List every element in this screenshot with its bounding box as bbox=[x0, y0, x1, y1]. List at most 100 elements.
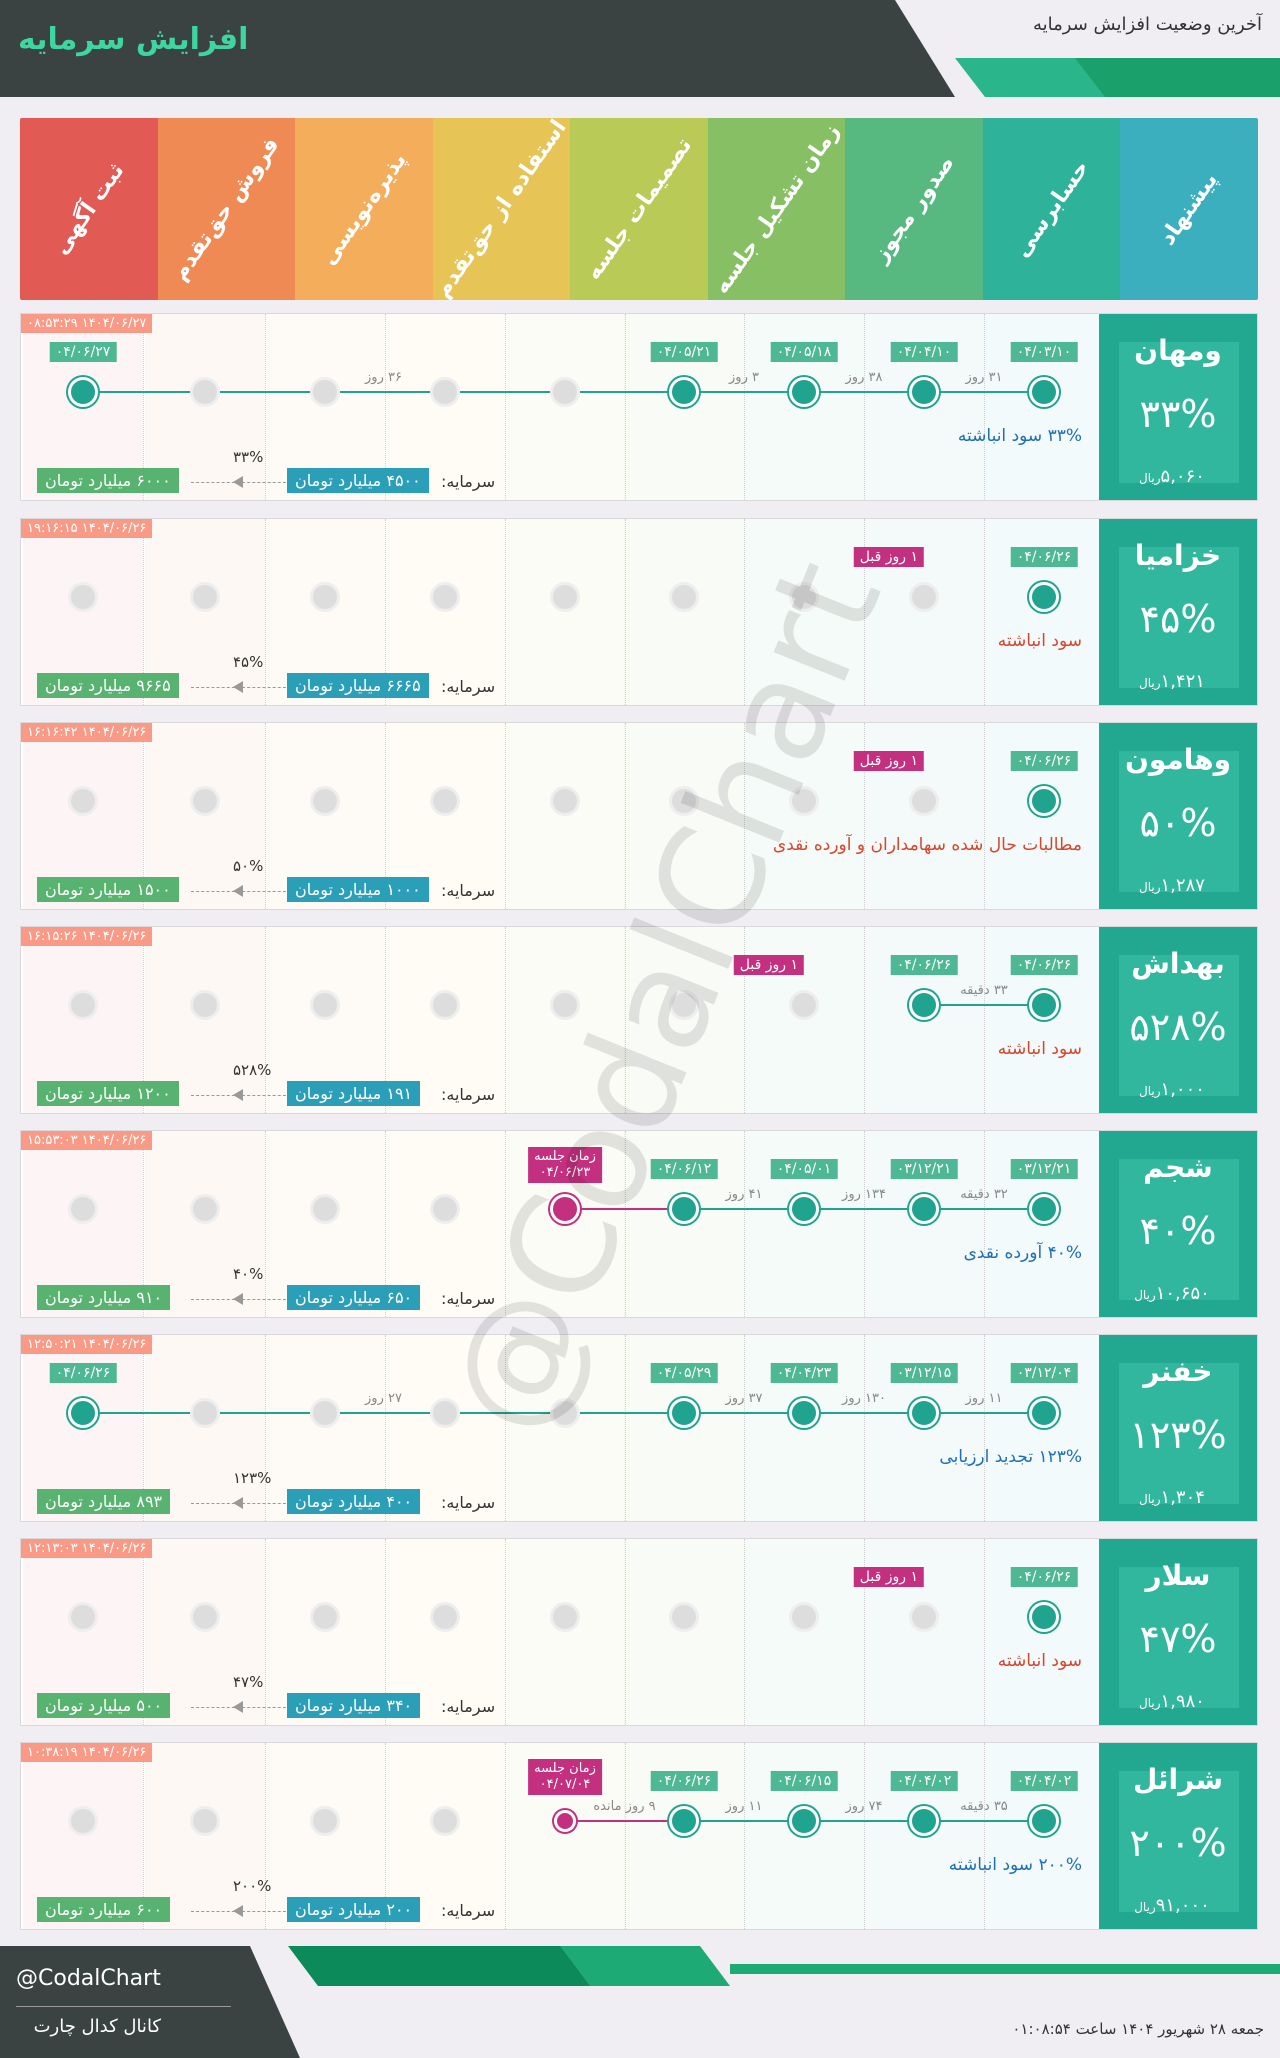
stage-dot bbox=[430, 582, 460, 612]
price-currency: ریال bbox=[1139, 1084, 1161, 1098]
stage-label: فروش حق‌تقدم bbox=[167, 132, 285, 286]
price-value: ۱۰,۶۵۰ bbox=[1155, 1283, 1210, 1304]
stock-side-panel[interactable]: ومهان ۳۳% ۵,۰۶۰ریال bbox=[1099, 314, 1257, 500]
price-currency: ریال bbox=[1139, 1696, 1161, 1710]
capital-label: سرمایه: bbox=[441, 1901, 496, 1920]
stock-name[interactable]: شجم bbox=[1143, 1151, 1213, 1184]
stage-dot bbox=[430, 377, 460, 407]
timeline-line bbox=[924, 1004, 1044, 1006]
stock-side-panel[interactable]: شرائل ۲۰۰% ۹۱,۰۰۰ریال bbox=[1099, 1743, 1257, 1929]
capital-new: ۱۲۰۰ میلیارد تومان bbox=[37, 1081, 179, 1106]
stock-name[interactable]: سلار bbox=[1145, 1559, 1211, 1592]
stage-dot bbox=[909, 1194, 939, 1224]
increase-percent: ۴۰% bbox=[1139, 1209, 1217, 1253]
stock-name[interactable]: بهداش bbox=[1131, 947, 1225, 980]
column-divider bbox=[385, 314, 386, 500]
page-title: افزایش سرمایه bbox=[18, 22, 249, 57]
top-bar: افزایش سرمایه آخرین وضعیت افزایش سرمایه bbox=[0, 0, 1280, 97]
stage-header: پیشنهاد حسابرسی صدور مجوز زمان تشکیل جلسه تص… bbox=[20, 118, 1258, 300]
column-divider bbox=[984, 1743, 985, 1929]
column-divider bbox=[625, 1335, 626, 1521]
stage-dot bbox=[550, 582, 580, 612]
arrow-head bbox=[233, 1089, 243, 1101]
date-label: ۰۳/۱۲/۰۴ bbox=[1010, 1363, 1078, 1383]
stage-dot bbox=[909, 377, 939, 407]
stock-side-panel[interactable]: سلار ۴۷% ۱,۹۸۰ریال bbox=[1099, 1539, 1257, 1725]
stock-side-panel[interactable]: شجم ۴۰% ۱۰,۶۵۰ریال bbox=[1099, 1131, 1257, 1317]
stock-name[interactable]: ومهان bbox=[1134, 334, 1222, 367]
footer-handle: @CodalChart bbox=[16, 1966, 161, 1991]
stage-dot bbox=[789, 1194, 819, 1224]
date-label: ۰۴/۰۴/۰۲ bbox=[890, 1771, 958, 1791]
stock-side-panel[interactable]: وهامون ۵۰% ۱,۲۸۷ریال bbox=[1099, 723, 1257, 909]
column-divider bbox=[143, 723, 144, 909]
column-divider bbox=[625, 723, 626, 909]
stage-dot bbox=[190, 1806, 220, 1836]
date-label: ۰۴/۰۴/۰۲ bbox=[1010, 1771, 1078, 1791]
capital-new: ۶۰۰۰ میلیارد تومان bbox=[37, 468, 179, 493]
stage-2: صدور مجوز bbox=[845, 118, 983, 300]
growth-percent: ۴۵% bbox=[233, 653, 264, 671]
column-divider bbox=[505, 723, 506, 909]
increase-percent: ۵۰% bbox=[1139, 801, 1217, 845]
gap-label: ۴۱ روز bbox=[725, 1187, 763, 1202]
stage-column bbox=[505, 314, 625, 500]
column-divider bbox=[864, 1335, 865, 1521]
increase-percent: ۵۲۸% bbox=[1129, 1005, 1227, 1049]
side-inner bbox=[1119, 955, 1239, 1096]
stage-column bbox=[624, 927, 744, 1113]
days-ago-badge: ۱ روز قبل bbox=[853, 547, 924, 567]
stage-column bbox=[505, 723, 625, 909]
column-divider bbox=[744, 927, 745, 1113]
price-currency: ریال bbox=[1139, 1492, 1161, 1506]
stock-name[interactable]: خفنر bbox=[1143, 1355, 1213, 1388]
footer-divider bbox=[16, 2006, 231, 2007]
stock-name[interactable]: شرائل bbox=[1132, 1763, 1224, 1796]
stage-label: پذیره‌نویسی bbox=[316, 148, 412, 270]
stage-dot bbox=[190, 377, 220, 407]
date-label: ۰۳/۱۲/۲۱ bbox=[890, 1159, 958, 1179]
stock-name[interactable]: خزامیا bbox=[1134, 539, 1222, 572]
column-divider bbox=[143, 927, 144, 1113]
price: ۱۰,۶۵۰ریال bbox=[1117, 1283, 1227, 1304]
date-label: ۰۴/۰۴/۲۳ bbox=[770, 1363, 838, 1383]
meeting-badge: زمان جلسه ۰۴/۰۶/۲۳ bbox=[528, 1147, 602, 1183]
column-divider bbox=[505, 1335, 506, 1521]
stock-side-panel[interactable]: خفنر ۱۲۳% ۱,۳۰۴ریال bbox=[1099, 1335, 1257, 1521]
stage-dot bbox=[310, 1806, 340, 1836]
stock-card: ۱۴۰۴/۰۶/۲۶ ۱۹:۱۶:۱۵ ۰۴/۰۶/۲۶ ۱ روز قبل سود … bbox=[20, 518, 1258, 706]
timestamp-badge: ۱۴۰۴/۰۶/۲۷ ۰۸:۵۳:۲۹ bbox=[21, 314, 153, 333]
stage-dot bbox=[68, 377, 98, 407]
column-divider bbox=[744, 723, 745, 909]
stage-dot bbox=[1029, 990, 1059, 1020]
side-inner bbox=[1119, 1771, 1239, 1912]
increase-percent: ۴۷% bbox=[1139, 1617, 1217, 1661]
growth-percent: ۴۰% bbox=[233, 1265, 264, 1283]
stock-card: ۱۴۰۴/۰۶/۲۶ ۱۲:۱۳:۰۳ ۰۴/۰۶/۲۶ ۱ روز قبل سود … bbox=[20, 1538, 1258, 1726]
stock-side-panel[interactable]: خزامیا ۴۵% ۱,۴۲۱ریال bbox=[1099, 519, 1257, 705]
stage-dot bbox=[669, 1398, 699, 1428]
stage-column bbox=[744, 519, 864, 705]
stock-name[interactable]: وهامون bbox=[1124, 743, 1232, 776]
gap-label: ۳ روز bbox=[729, 370, 759, 385]
column-divider bbox=[143, 1539, 144, 1725]
stage-dot bbox=[550, 786, 580, 816]
timestamp-badge: ۱۴۰۴/۰۶/۲۶ ۱۲:۵۰:۲۱ bbox=[21, 1335, 153, 1354]
stage-dot bbox=[1029, 786, 1059, 816]
stage-dot bbox=[550, 1398, 580, 1428]
column-divider bbox=[385, 1335, 386, 1521]
capital-old: ۱۹۱ میلیارد تومان bbox=[287, 1081, 421, 1106]
price-value: ۱,۹۸۰ bbox=[1160, 1691, 1205, 1712]
stage-dot bbox=[430, 1602, 460, 1632]
stage-0: پیشنهاد bbox=[1120, 118, 1258, 300]
stage-dot bbox=[68, 582, 98, 612]
capital-label: سرمایه: bbox=[441, 881, 496, 900]
column-divider bbox=[984, 723, 985, 909]
growth-percent: ۲۰۰% bbox=[233, 1877, 272, 1895]
stage-dot bbox=[68, 1602, 98, 1632]
timestamp-badge: ۱۴۰۴/۰۶/۲۶ ۱۲:۱۳:۰۳ bbox=[21, 1539, 153, 1558]
column-divider bbox=[625, 314, 626, 500]
date-label: ۰۴/۰۶/۲۷ bbox=[49, 342, 117, 362]
column-divider bbox=[864, 314, 865, 500]
stock-side-panel[interactable]: بهداش ۵۲۸% ۱,۰۰۰ریال bbox=[1099, 927, 1257, 1113]
